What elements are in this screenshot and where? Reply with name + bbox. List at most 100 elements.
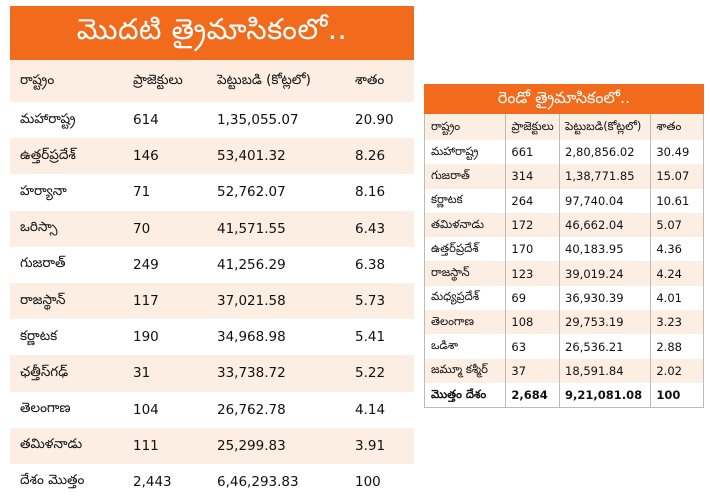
investment-cell: 52,762.07 xyxy=(217,184,286,201)
table-header-row: రాష్ట్రం ప్రాజెక్టులు పెట్టుబడి (కోట్లలో… xyxy=(10,60,414,102)
percent-cell: 5.07 xyxy=(656,218,682,233)
state-cell: ఉత్తర్‌ప్రదేశ్ xyxy=(20,146,76,163)
investment-cell: 39,019.24 xyxy=(560,261,652,286)
investment-cell: 46,662.04 xyxy=(560,212,652,238)
header-projects: ప్రాజెక్టులు xyxy=(506,114,561,140)
state-cell: మధ్యప్రదేశ్ xyxy=(425,285,507,311)
investment-cell: 1,35,055.07 xyxy=(217,112,299,129)
projects-cell: 2,684 xyxy=(506,382,561,408)
investment-cell: 41,256.29 xyxy=(217,256,286,273)
state-cell: తెలంగాణ xyxy=(20,400,71,417)
state-cell: మహారాష్ట్ర xyxy=(425,140,507,165)
projects-cell: 249 xyxy=(133,256,159,273)
investment-cell: 40,183.95 xyxy=(560,237,652,262)
projects-cell: 123 xyxy=(506,261,561,286)
total-row: దేశం మొత్తం 2,443 6,46,293.83 100 xyxy=(10,463,414,500)
percent-cell: 3.23 xyxy=(656,315,682,330)
state-cell: తమిళనాడు xyxy=(425,212,507,238)
percent-cell: 8.16 xyxy=(355,184,386,201)
state-cell: మొత్తం దేశం xyxy=(425,382,507,408)
table-row: రాజస్థాన్ 123 39,019.24 4.24 xyxy=(425,261,703,286)
investment-cell: 36,930.39 xyxy=(560,285,652,311)
projects-cell: 31 xyxy=(133,365,151,382)
state-cell: జమ్మూ కశ్మీర్ xyxy=(425,358,507,383)
table-row: ఒరిస్సా 70 41,571.55 6.43 xyxy=(10,210,414,247)
projects-cell: 170 xyxy=(506,237,561,262)
state-cell: హర్యానా xyxy=(20,182,67,199)
header-projects: ప్రాజెక్టులు xyxy=(133,71,183,88)
table-row: ఒడిశా 63 26,536.21 2.88 xyxy=(425,334,703,359)
investment-cell: 1,38,771.85 xyxy=(560,164,652,189)
investment-cell: 25,299.83 xyxy=(217,437,286,454)
table-row: తెలంగాణ 104 26,762.78 4.14 xyxy=(10,391,414,428)
percent-cell: 6.38 xyxy=(355,256,386,273)
table-row: జమ్మూ కశ్మీర్ 37 18,591.84 2.02 xyxy=(425,358,703,383)
investment-cell: 26,536.21 xyxy=(560,334,652,359)
header-investment: పెట్టుబడి(కోట్లలో) xyxy=(560,114,652,140)
percent-cell: 4.24 xyxy=(656,266,682,281)
state-cell: ఛత్తీస్‌గఢ్ xyxy=(20,363,69,380)
table-row: కర్ణాటక 190 34,968.98 5.41 xyxy=(10,319,414,356)
projects-cell: 108 xyxy=(506,310,561,335)
projects-cell: 190 xyxy=(133,329,159,346)
state-cell: ఒడిశా xyxy=(425,334,507,359)
investment-cell: 6,46,293.83 xyxy=(217,473,299,490)
state-cell: గుజరాత్ xyxy=(20,255,66,272)
investment-cell: 33,738.72 xyxy=(217,365,286,382)
state-cell: ఒరిస్సా xyxy=(20,219,58,236)
percent-cell: 3.91 xyxy=(355,437,386,454)
header-investment: పెట్టుబడి (కోట్లలో) xyxy=(217,71,311,88)
projects-cell: 69 xyxy=(506,285,561,311)
percent-cell: 100 xyxy=(355,473,381,490)
investment-cell: 9,21,081.08 xyxy=(560,382,652,408)
state-cell: తెలంగాణ xyxy=(425,310,507,335)
table-row: తమిళనాడు 111 25,299.83 3.91 xyxy=(10,427,414,464)
projects-cell: 2,443 xyxy=(133,473,172,490)
table-row: గుజరాత్ 314 1,38,771.85 15.07 xyxy=(425,164,703,189)
investment-cell: 53,401.32 xyxy=(217,148,286,165)
state-cell: మహారాష్ట్ర xyxy=(20,110,76,127)
projects-cell: 172 xyxy=(506,212,561,238)
percent-cell: 2.02 xyxy=(656,363,682,378)
table-row: ఛత్తీస్‌గఢ్ 31 33,738.72 5.22 xyxy=(10,355,414,392)
investment-cell: 2,80,856.02 xyxy=(560,140,652,165)
percent-cell: 20.90 xyxy=(355,112,394,129)
percent-cell: 10.61 xyxy=(656,193,690,208)
projects-cell: 71 xyxy=(133,184,151,201)
investment-cell: 97,740.04 xyxy=(560,188,652,213)
table-row: కర్ణాటక 264 97,740.04 10.61 xyxy=(425,188,703,213)
table-row: తెలంగాణ 108 29,753.19 3.23 xyxy=(425,310,703,335)
projects-cell: 117 xyxy=(133,293,159,310)
first-quarter-title: మొదటి త్రైమాసికంలో.. xyxy=(10,6,414,60)
percent-cell: 100 xyxy=(656,388,681,403)
percent-cell: 15.07 xyxy=(656,169,690,184)
investment-cell: 29,753.19 xyxy=(560,310,652,335)
projects-cell: 104 xyxy=(133,401,159,418)
projects-cell: 661 xyxy=(506,140,561,165)
table-header-row: రాష్ట్రం ప్రాజెక్టులు పెట్టుబడి(కోట్లలో)… xyxy=(425,114,703,140)
state-cell: ఉత్తర్‌ప్రదేశ్ xyxy=(425,237,507,262)
state-cell: దేశం మొత్తం xyxy=(20,472,85,489)
projects-cell: 314 xyxy=(506,164,561,189)
second-quarter-title: రెండో త్రైమాసికంలో.. xyxy=(424,84,704,114)
percent-cell: 4.14 xyxy=(355,401,386,418)
projects-cell: 614 xyxy=(133,112,159,129)
first-quarter-table: మొదటి త్రైమాసికంలో.. రాష్ట్రం ప్రాజెక్టు… xyxy=(10,6,414,500)
percent-cell: 4.01 xyxy=(656,290,682,305)
table-row: ఉత్తర్‌ప్రదేశ్ 146 53,401.32 8.26 xyxy=(10,138,414,175)
investment-cell: 34,968.98 xyxy=(217,329,286,346)
percent-cell: 5.22 xyxy=(355,365,386,382)
percent-cell: 6.43 xyxy=(355,220,386,237)
table-row: తమిళనాడు 172 46,662.04 5.07 xyxy=(425,212,703,238)
percent-cell: 5.41 xyxy=(355,329,386,346)
percent-cell: 30.49 xyxy=(656,145,690,160)
state-cell: కర్ణాటక xyxy=(425,188,507,213)
second-quarter-table: రెండో త్రైమాసికంలో.. రాష్ట్రం ప్రాజెక్టు… xyxy=(424,84,704,412)
state-cell: తమిళనాడు xyxy=(20,436,83,453)
header-percent: శాతం xyxy=(355,71,385,88)
investment-cell: 18,591.84 xyxy=(560,358,652,383)
projects-cell: 37 xyxy=(506,358,561,383)
projects-cell: 63 xyxy=(506,334,561,359)
percent-cell: 2.88 xyxy=(656,339,682,354)
table-row: మహారాష్ట్ర 661 2,80,856.02 30.49 xyxy=(425,140,703,165)
